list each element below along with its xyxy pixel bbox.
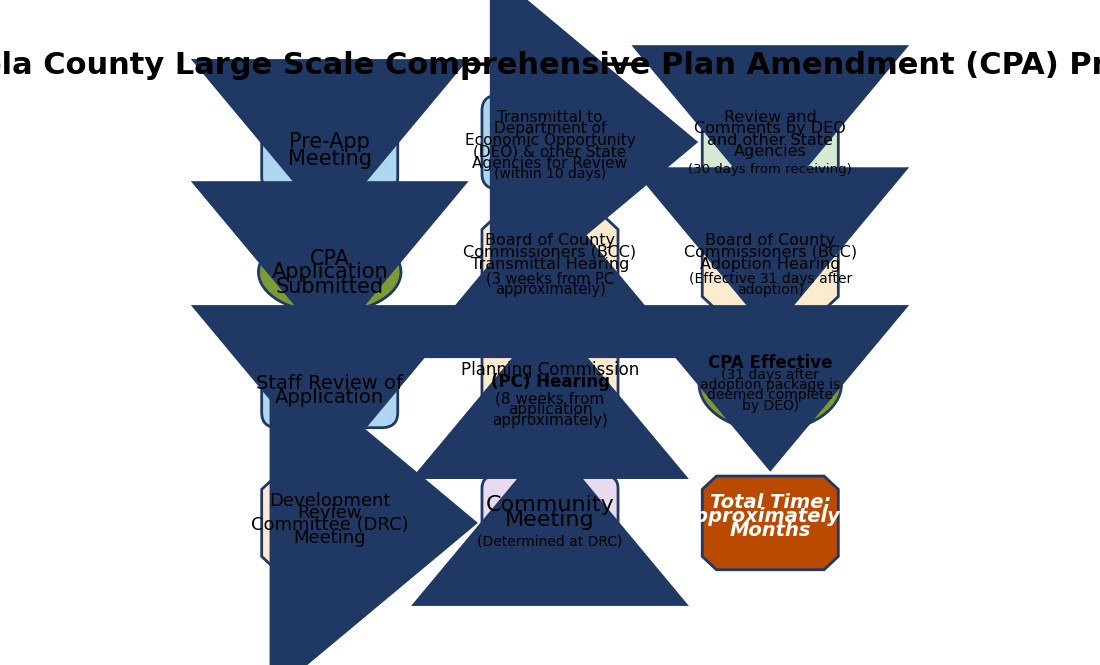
Text: Comments by DEO: Comments by DEO [694, 121, 846, 136]
Text: (within 10 days): (within 10 days) [494, 167, 606, 181]
Text: Commissioners (BCC): Commissioners (BCC) [684, 245, 857, 259]
Polygon shape [262, 476, 398, 570]
Text: Staff Review of: Staff Review of [256, 374, 404, 394]
Text: Planning Commission: Planning Commission [461, 361, 639, 379]
Text: by DEO): by DEO) [741, 398, 799, 413]
Text: (Determined at DRC): (Determined at DRC) [477, 534, 623, 548]
Text: Economic Opportunity: Economic Opportunity [464, 133, 636, 148]
Text: Community: Community [485, 495, 615, 515]
Text: Pre-App: Pre-App [289, 132, 371, 152]
Text: and other State: and other State [707, 133, 833, 148]
Text: Osceola County Large Scale Comprehensive Plan Amendment (CPA) Process: Osceola County Large Scale Comprehensive… [0, 51, 1100, 80]
Text: Meeting: Meeting [288, 149, 372, 169]
FancyBboxPatch shape [702, 95, 838, 189]
Text: approximately): approximately) [495, 282, 605, 297]
Text: (30 days from receiving): (30 days from receiving) [689, 163, 852, 176]
Text: approximately): approximately) [492, 413, 608, 428]
Text: Review: Review [297, 503, 362, 521]
Text: Submitted: Submitted [276, 277, 384, 297]
Text: Board of County: Board of County [705, 233, 835, 248]
Text: (PC) Hearing: (PC) Hearing [491, 373, 609, 391]
FancyBboxPatch shape [482, 95, 618, 189]
Text: Transmittal Hearing: Transmittal Hearing [471, 257, 629, 272]
Text: Application: Application [272, 262, 388, 282]
Text: Application: Application [275, 388, 384, 407]
Text: (DEO) & other State: (DEO) & other State [473, 144, 627, 159]
Text: deemed complete: deemed complete [707, 388, 834, 402]
Ellipse shape [258, 231, 402, 313]
Polygon shape [702, 476, 838, 570]
Text: Approximately 6: Approximately 6 [680, 507, 861, 526]
Polygon shape [482, 343, 618, 437]
Text: Meeting: Meeting [294, 529, 366, 547]
Text: Adoption Hearing: Adoption Hearing [700, 257, 840, 272]
Text: CPA: CPA [310, 249, 350, 269]
Text: Agencies for Review: Agencies for Review [472, 156, 628, 171]
Text: Transmittal to: Transmittal to [497, 110, 603, 125]
Text: Review and: Review and [724, 110, 816, 125]
Text: application: application [508, 402, 592, 418]
Text: Commissioners (BCC): Commissioners (BCC) [463, 245, 637, 259]
Text: Meeting: Meeting [505, 510, 595, 530]
Text: (8 weeks from: (8 weeks from [495, 392, 605, 406]
Text: Development: Development [270, 491, 390, 509]
Ellipse shape [698, 337, 842, 431]
Text: adoption package is: adoption package is [701, 378, 840, 392]
Text: Agencies: Agencies [734, 144, 806, 159]
Text: adoption): adoption) [737, 283, 804, 297]
FancyBboxPatch shape [262, 352, 398, 428]
Text: (31 days after: (31 days after [722, 368, 820, 382]
Polygon shape [482, 216, 618, 310]
FancyBboxPatch shape [482, 476, 618, 570]
Text: Board of County: Board of County [485, 233, 615, 248]
Text: CPA Effective: CPA Effective [708, 354, 833, 372]
Text: (3 weeks from PC: (3 weeks from PC [486, 271, 614, 286]
Text: Months: Months [729, 521, 811, 540]
Text: (Effective 31 days after: (Effective 31 days after [689, 272, 851, 286]
Polygon shape [702, 216, 838, 310]
Text: Department of: Department of [494, 121, 606, 136]
Text: Total Time:: Total Time: [710, 493, 830, 513]
FancyBboxPatch shape [262, 110, 398, 192]
Text: Committee (DRC): Committee (DRC) [251, 516, 408, 534]
